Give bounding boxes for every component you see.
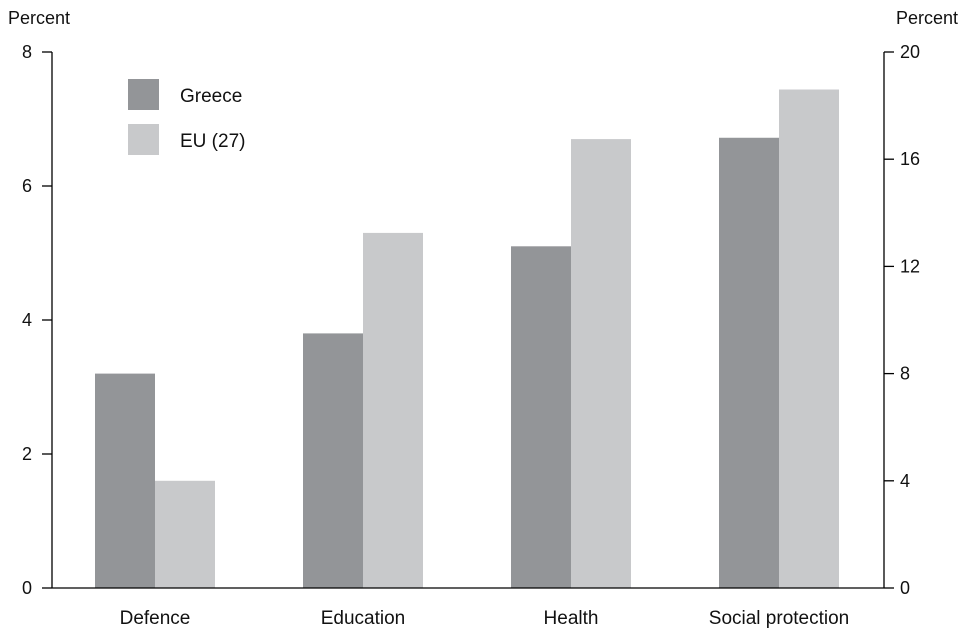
category-label: Education — [321, 608, 406, 629]
left-axis-unit-label: Percent — [8, 8, 70, 28]
bar-greece-education — [303, 333, 363, 588]
legend-label-eu27: EU (27) — [180, 131, 245, 152]
right-tick-label: 0 — [900, 578, 910, 598]
bar-eu-27-defence — [155, 480, 215, 588]
category-label: Defence — [120, 608, 191, 629]
bar-greece-health — [511, 246, 571, 589]
left-axis-ticks: 0 2 4 6 8 — [22, 42, 52, 598]
right-axis-unit-label: Percent — [896, 8, 958, 28]
left-tick-label: 8 — [22, 42, 32, 62]
legend: Greece EU (27) — [128, 79, 245, 155]
bar-eu-27-education — [363, 232, 423, 588]
bar-greece-social-protection — [719, 137, 779, 588]
left-tick-label: 2 — [22, 444, 32, 464]
category-label: Health — [544, 608, 599, 629]
legend-swatch-greece — [128, 79, 159, 110]
right-tick-label: 20 — [900, 42, 920, 62]
bar-eu-27-health — [571, 139, 631, 588]
left-tick-label: 6 — [22, 176, 32, 196]
legend-label-greece: Greece — [180, 86, 242, 107]
bars-group — [95, 89, 839, 589]
right-axis-ticks: 0 4 8 12 16 20 — [884, 42, 920, 598]
category-labels: Defence Education Health Social protection — [120, 608, 850, 629]
right-tick-label: 12 — [900, 256, 920, 276]
bar-greece-defence — [95, 373, 155, 588]
right-tick-label: 4 — [900, 471, 910, 491]
left-tick-label: 4 — [22, 310, 32, 330]
legend-swatch-eu27 — [128, 124, 159, 155]
left-tick-label: 0 — [22, 578, 32, 598]
right-tick-label: 8 — [900, 364, 910, 384]
category-label: Social protection — [709, 608, 849, 629]
bar-eu-27-social-protection — [779, 89, 839, 589]
right-tick-label: 16 — [900, 149, 920, 169]
